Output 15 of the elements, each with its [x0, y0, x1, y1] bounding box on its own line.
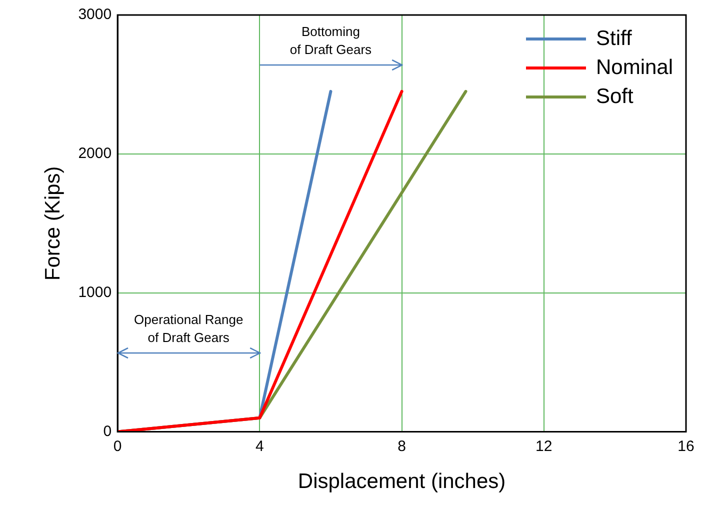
y-axis-title: Force (Kips): [41, 166, 64, 281]
annotation: Bottoming of Draft Gears: [290, 23, 372, 60]
x-tick-label: 16: [678, 438, 694, 455]
legend-label: Soft: [596, 84, 634, 108]
y-tick-label: 3000: [78, 6, 112, 24]
x-tick-label: 8: [398, 438, 406, 455]
annotation: Operational Range of Draft Gears: [134, 310, 244, 347]
y-tick-label: 1000: [78, 284, 112, 302]
y-tick-label: 0: [103, 422, 112, 440]
x-tick-label: 12: [536, 438, 552, 455]
legend-label: Nominal: [596, 56, 674, 79]
x-axis-title: Displacement (inches): [298, 470, 506, 494]
x-tick-label: 4: [256, 438, 264, 455]
legend-label: Stiff: [596, 26, 632, 50]
y-tick-label: 2000: [78, 145, 112, 162]
